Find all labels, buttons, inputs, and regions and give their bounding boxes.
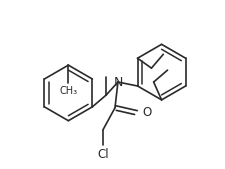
Text: N: N [113,76,123,89]
Text: CH₃: CH₃ [59,86,77,96]
Text: O: O [143,106,152,119]
Text: Cl: Cl [97,149,109,161]
